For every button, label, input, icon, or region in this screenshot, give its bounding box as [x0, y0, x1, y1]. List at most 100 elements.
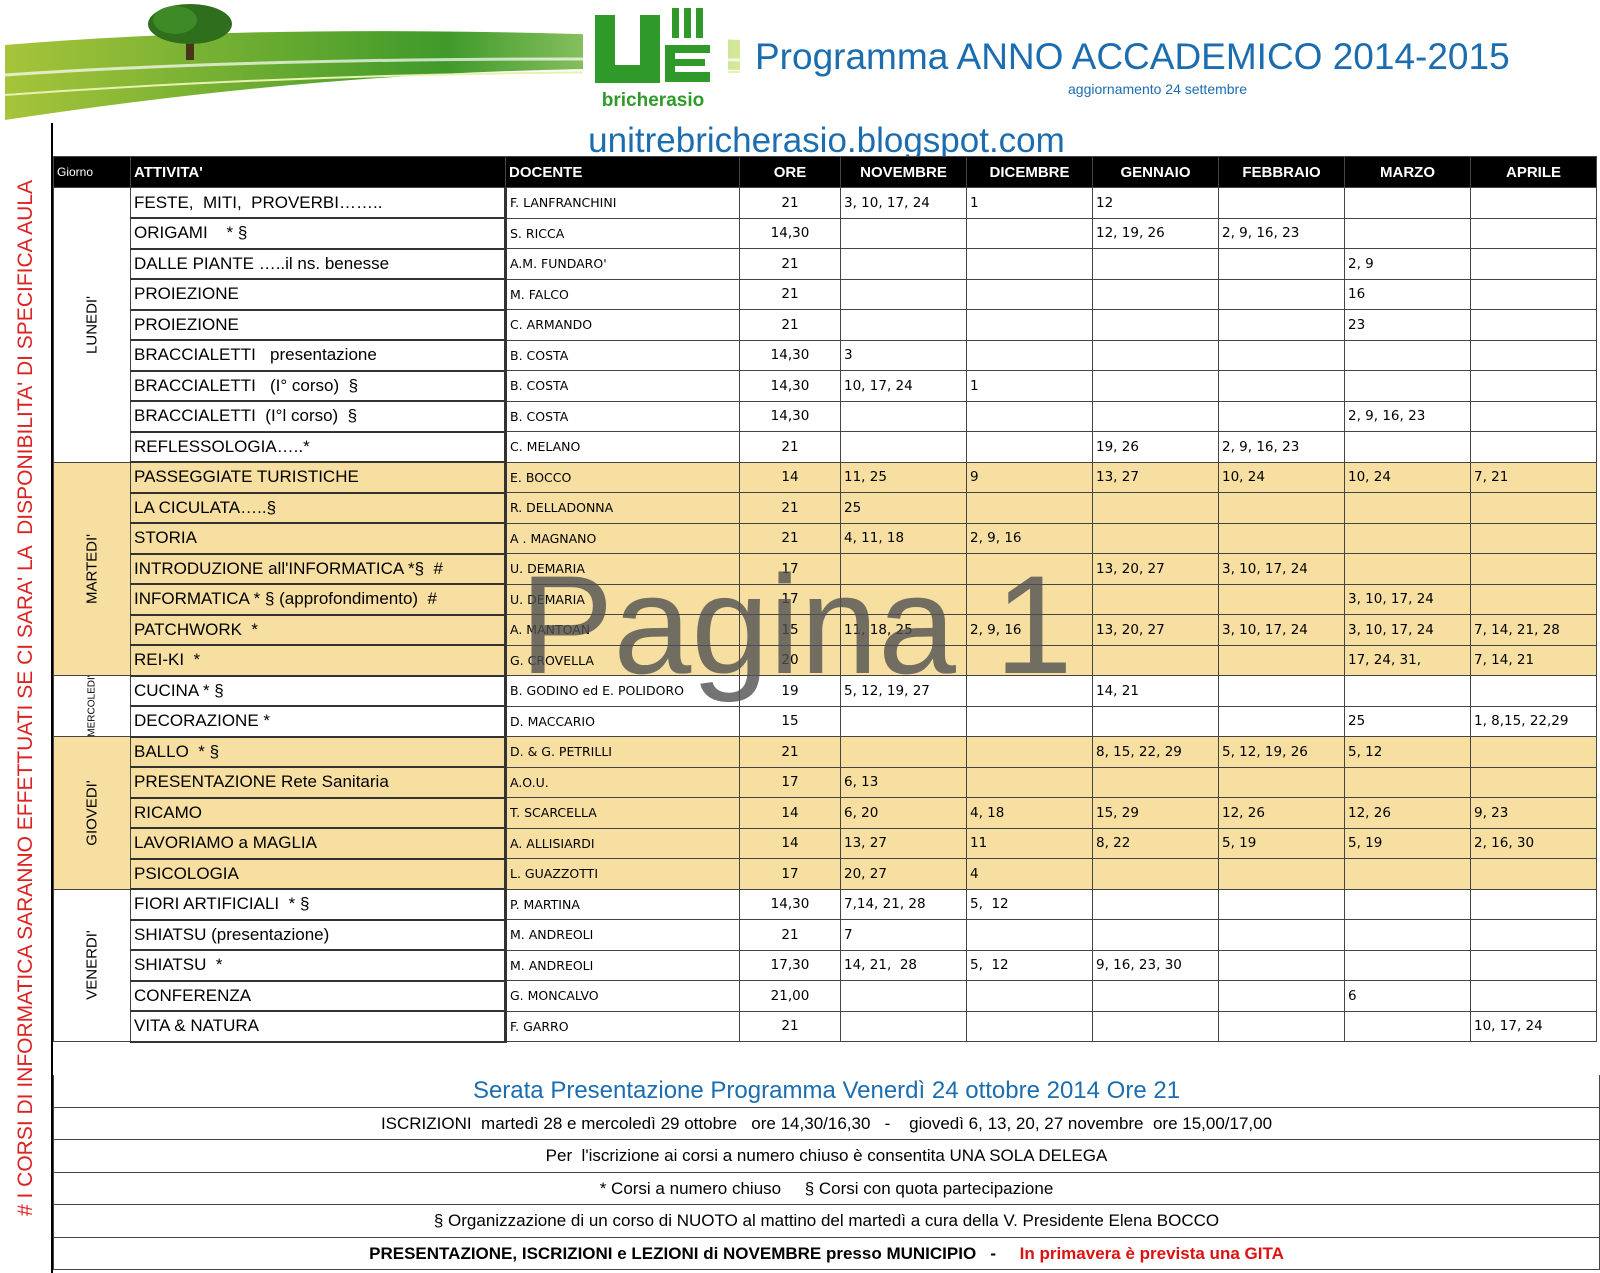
dates [1218, 492, 1345, 524]
dates [1470, 278, 1597, 310]
teacher: C. ARMANDO [505, 309, 740, 341]
dates: 20, 27 [840, 858, 967, 890]
dates: 10, 17, 24 [840, 370, 967, 402]
activity: SHIATSU (presentazione) [130, 919, 507, 951]
teacher: M. ANDREOLI [505, 919, 740, 951]
table-row: BRACCIALETTI (I°l corso) § B. COSTA 14,30 2… [54, 400, 1597, 433]
dates [1092, 248, 1219, 280]
teacher: A. ALLISIARDI [505, 827, 740, 859]
teacher: F. GARRO [505, 1010, 740, 1042]
title: Programma ANNO ACCADEMICO 2014-2015 [755, 36, 1510, 77]
dates [966, 919, 1093, 951]
dates: 25 [1344, 705, 1471, 737]
day-cell: MARTEDI' [53, 461, 131, 676]
logo-banner: bricherasio [4, 4, 740, 120]
dates [1344, 949, 1471, 981]
dates [1092, 888, 1219, 920]
activity: INFORMATICA * § (approfondimento) # [130, 583, 507, 616]
dates: 3, 10, 17, 24 [1218, 614, 1345, 646]
activity: SHIATSU * [130, 949, 507, 982]
activity: DECORAZIONE * [130, 705, 507, 738]
dates: 1, 8,15, 22,29 [1470, 705, 1597, 737]
day-cell: VENERDI' [53, 888, 131, 1042]
dates [1092, 766, 1219, 798]
dates: 12 [1092, 187, 1219, 219]
teacher: M. ANDREOLI [505, 949, 740, 981]
activity: BRACCIALETTI (I°l corso) § [130, 400, 507, 433]
dates: 13, 27 [840, 827, 967, 859]
activity: LA CICULATA…..§ [130, 492, 507, 524]
day-label: MERCOLEDI' [86, 675, 98, 737]
dates [966, 644, 1093, 676]
dates: 5, 12 [1344, 736, 1471, 768]
side-note-column: # I CORSI DI INFORMATICA SARANNO EFFETTU… [0, 123, 53, 1273]
table-row: BRACCIALETTI (I° corso) § B. COSTA 14,30 10… [54, 370, 1597, 402]
column-header: APRILE [1470, 156, 1597, 188]
dates [1470, 370, 1597, 402]
teacher: E. BOCCO [505, 461, 740, 493]
column-header: DOCENTE [505, 156, 740, 188]
dates: 15, 29 [1092, 797, 1219, 829]
table-row: PROIEZIONE C. ARMANDO 21 23 [54, 309, 1597, 341]
dates: 14, 21, 28 [840, 949, 967, 981]
activity: ORIGAMI * § [130, 217, 507, 250]
dates: 2, 9 [1344, 248, 1471, 280]
dates [1092, 492, 1219, 524]
dates: 4 [966, 858, 1093, 890]
hours: 17 [739, 553, 841, 585]
dates: 9, 16, 23, 30 [1092, 949, 1219, 981]
dates: 13, 20, 27 [1092, 614, 1219, 646]
schedule-table: Giorno ATTIVITA' DOCENTE ORE NOVEMBRE DICEMBR… [53, 156, 1597, 1043]
table-row: CONFERENZA G. MONCALVO 21,00 6 [54, 980, 1597, 1012]
hours: 21 [739, 492, 841, 524]
dates: 6, 20 [840, 797, 967, 829]
dates [840, 309, 967, 341]
table-row: REI-KI * G. CROVELLA 20 17, 24, 31, 7, 14, 2… [54, 644, 1597, 677]
table-row: PATCHWORK * A. MANTOAN 15 11, 18, 25 2, 9, 1… [54, 614, 1597, 646]
dates [840, 553, 967, 585]
activity: REFLESSOLOGIA…..* [130, 431, 507, 463]
activity: PSICOLOGIA [130, 858, 507, 890]
dates: 5, 19 [1218, 827, 1345, 859]
dates: 10, 17, 24 [1470, 1010, 1597, 1042]
dates [1092, 919, 1219, 951]
dates [1218, 705, 1345, 737]
column-header: ATTIVITA' [130, 156, 506, 188]
column-header: ORE [739, 156, 841, 188]
side-note: # I CORSI DI INFORMATICA SARANNO EFFETTU… [14, 179, 37, 1217]
activity: CUCINA * § [130, 675, 507, 707]
dates: 13, 20, 27 [1092, 553, 1219, 585]
dates [1218, 980, 1345, 1012]
dates [966, 583, 1093, 615]
dates: 10, 24 [1218, 461, 1345, 493]
dates [1470, 919, 1597, 951]
hours: 14 [739, 797, 841, 829]
table-row: MARTEDI' PASSEGGIATE TURISTICHE E. BOCCO 14… [53, 461, 1597, 676]
teacher: B. COSTA [505, 370, 740, 402]
dates [1470, 187, 1597, 219]
dates [966, 766, 1093, 798]
dates: 8, 15, 22, 29 [1092, 736, 1219, 768]
dates: 2, 9, 16 [966, 522, 1093, 554]
dates [1092, 400, 1219, 432]
dates: 6, 13 [840, 766, 967, 798]
dates [1092, 522, 1219, 554]
activity: BRACCIALETTI (I° corso) § [130, 370, 507, 402]
dates: 1 [966, 370, 1093, 402]
hours: 14,30 [739, 400, 841, 432]
dates [840, 431, 967, 463]
dates [1344, 522, 1471, 554]
hours: 21 [739, 522, 841, 554]
table-row: SHIATSU (presentazione) M. ANDREOLI 21 7 [54, 919, 1597, 951]
teacher: R. DELLADONNA [505, 492, 740, 524]
dates [1092, 705, 1219, 737]
teacher: T. SCARCELLA [505, 797, 740, 829]
dates [1092, 1010, 1219, 1042]
dates [1470, 858, 1597, 890]
dates [1344, 553, 1471, 585]
dates [1092, 644, 1219, 676]
table-row: VENERDI' FIORI ARTIFICIALI * § P. MARTINA 1… [53, 888, 1597, 1042]
dates [1344, 370, 1471, 402]
dates [1470, 736, 1597, 768]
teacher: G. CROVELLA [505, 644, 740, 676]
